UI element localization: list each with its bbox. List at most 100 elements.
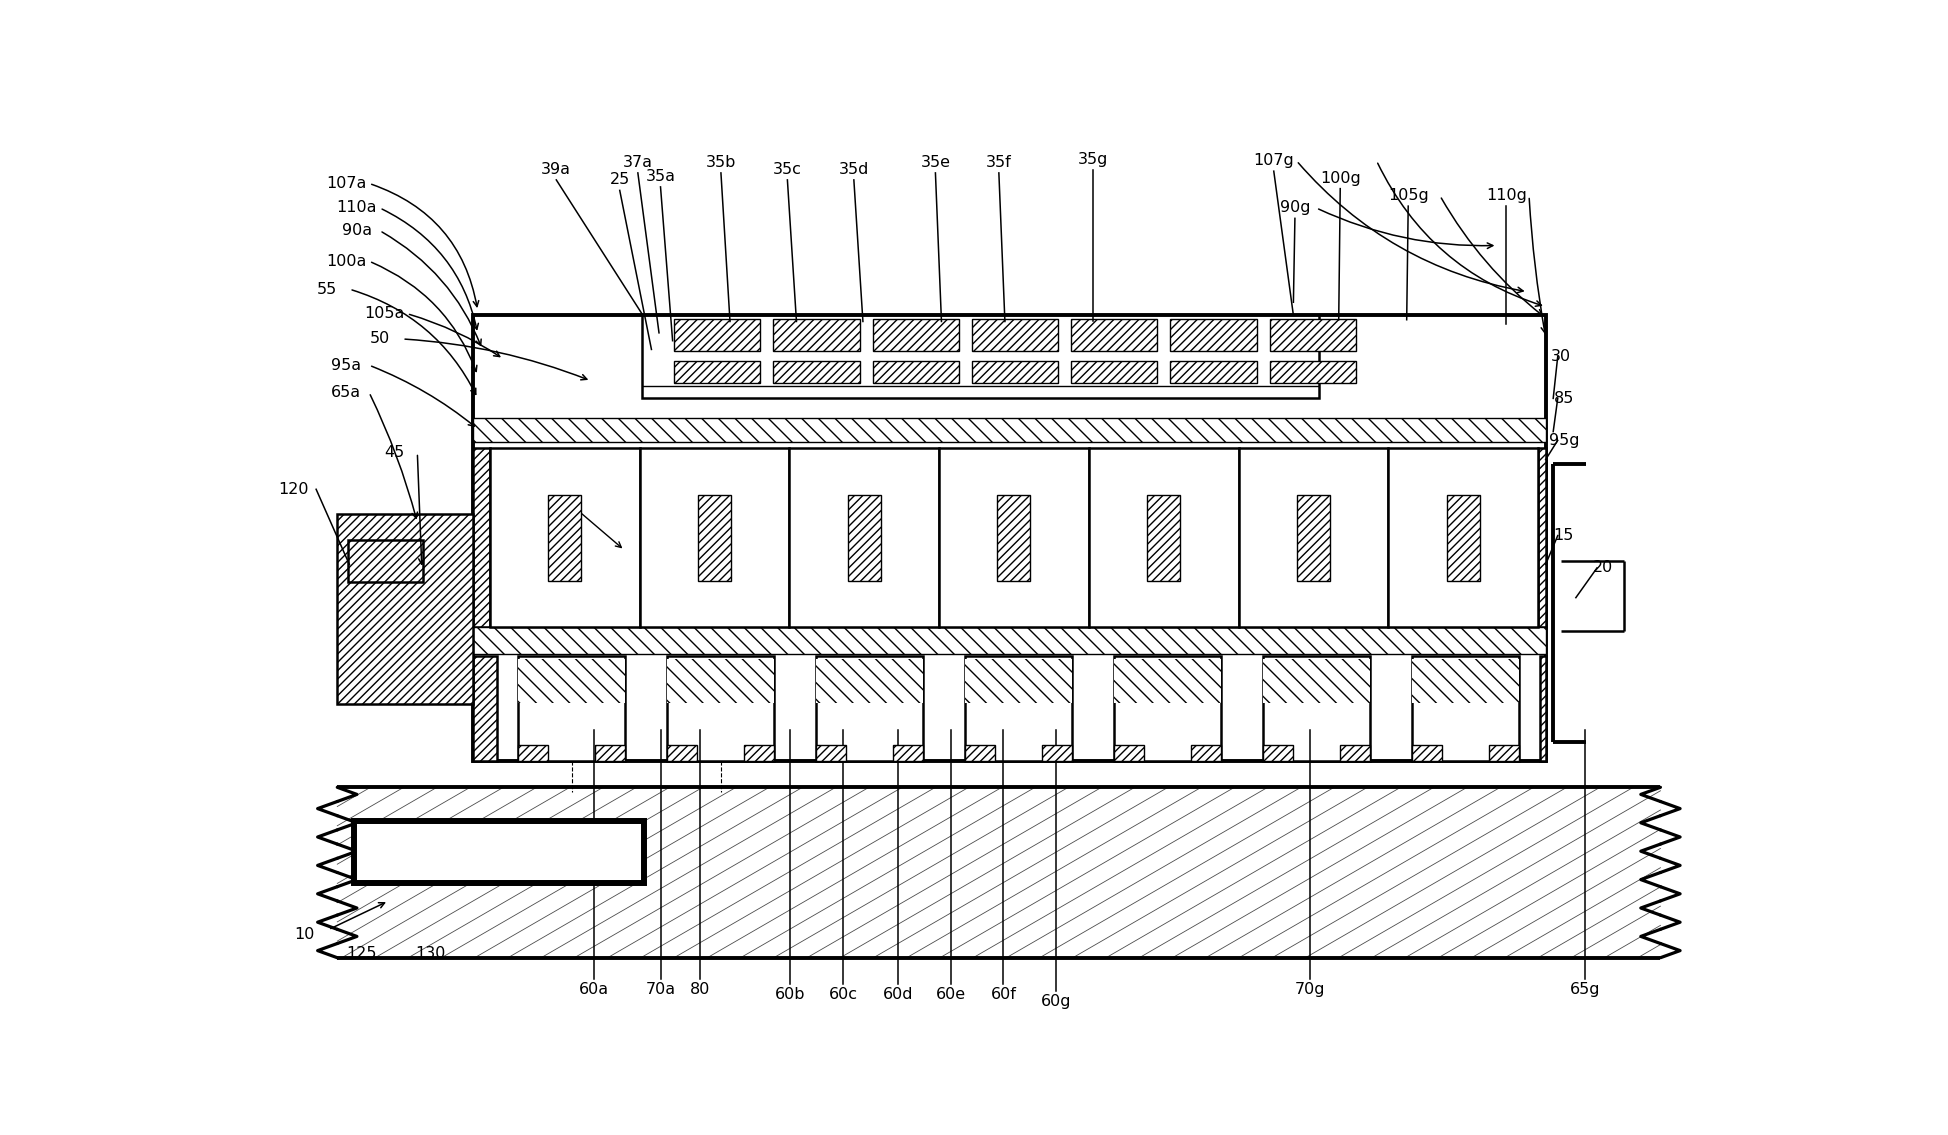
Text: 65a: 65a — [331, 385, 360, 400]
Text: 107g: 107g — [1253, 153, 1293, 168]
Text: 110g: 110g — [1484, 188, 1525, 203]
Bar — [337, 514, 473, 704]
Text: 60f: 60f — [990, 987, 1015, 1002]
Bar — [816, 746, 845, 762]
Text: 90g: 90g — [1280, 201, 1309, 216]
Bar — [1445, 495, 1479, 581]
Bar — [1262, 659, 1369, 704]
Bar — [1171, 319, 1256, 351]
Bar — [1042, 746, 1071, 762]
Bar — [1410, 659, 1517, 704]
Bar — [1071, 319, 1157, 351]
Bar — [744, 746, 773, 762]
Text: 107a: 107a — [325, 176, 366, 191]
Bar — [1147, 495, 1180, 581]
Bar — [1147, 495, 1180, 581]
Bar — [473, 628, 1545, 654]
Bar — [997, 495, 1030, 581]
Bar — [1488, 746, 1517, 762]
Bar — [1262, 659, 1369, 704]
Text: 35e: 35e — [919, 154, 951, 170]
Bar — [1071, 319, 1157, 351]
Text: 105a: 105a — [364, 306, 403, 321]
Bar — [666, 746, 697, 762]
Text: 60g: 60g — [1040, 994, 1071, 1009]
Bar — [347, 540, 423, 582]
Bar — [1539, 656, 1545, 762]
Bar — [997, 495, 1030, 581]
Bar — [1295, 495, 1329, 581]
Bar — [666, 659, 773, 704]
Text: 70a: 70a — [645, 982, 676, 997]
Bar — [1239, 448, 1387, 628]
Bar — [972, 319, 1058, 351]
Text: 20: 20 — [1592, 561, 1613, 575]
Bar — [473, 418, 1545, 442]
Bar — [547, 495, 581, 581]
Text: 50: 50 — [370, 331, 390, 346]
Text: 60a: 60a — [579, 982, 610, 997]
Bar — [847, 495, 880, 581]
Text: 130: 130 — [415, 945, 446, 961]
Bar — [697, 495, 730, 581]
Bar — [972, 361, 1058, 382]
Bar — [666, 656, 773, 762]
Bar — [892, 746, 923, 762]
Bar — [1410, 659, 1517, 704]
Bar — [873, 361, 958, 382]
Bar — [674, 361, 760, 382]
Bar — [1190, 746, 1219, 762]
Bar — [547, 495, 581, 581]
Text: 60e: 60e — [935, 987, 964, 1002]
Bar — [1268, 319, 1356, 351]
Text: 35f: 35f — [986, 154, 1011, 170]
Text: 65g: 65g — [1568, 982, 1599, 997]
Bar — [1089, 448, 1239, 628]
Text: 30: 30 — [1551, 348, 1570, 364]
Bar — [697, 495, 730, 581]
Bar — [1387, 448, 1537, 628]
Text: 35g: 35g — [1077, 152, 1106, 167]
Bar — [1410, 746, 1442, 762]
Bar — [816, 659, 923, 704]
Bar — [337, 514, 473, 704]
Bar — [1171, 361, 1256, 382]
Bar — [964, 659, 1071, 704]
Text: 10: 10 — [294, 926, 314, 942]
Bar — [1190, 746, 1219, 762]
Bar — [666, 746, 697, 762]
Bar — [816, 656, 923, 762]
Text: 100a: 100a — [325, 254, 366, 269]
Bar — [1262, 746, 1292, 762]
Text: 105g: 105g — [1387, 188, 1428, 203]
Text: 37a: 37a — [623, 154, 653, 170]
Bar — [473, 448, 489, 628]
Bar — [1268, 319, 1356, 351]
Bar — [773, 319, 859, 351]
Bar — [1171, 319, 1256, 351]
Text: 85: 85 — [1553, 390, 1574, 406]
Bar — [1338, 746, 1369, 762]
Bar — [773, 361, 859, 382]
Bar — [473, 628, 1545, 654]
Text: 15: 15 — [1553, 528, 1574, 543]
Bar — [1112, 746, 1143, 762]
Bar — [355, 821, 643, 883]
Text: 60c: 60c — [828, 987, 857, 1002]
Text: 35d: 35d — [838, 162, 869, 177]
Bar — [1410, 656, 1517, 762]
Bar — [489, 448, 639, 628]
Text: 55: 55 — [316, 281, 337, 296]
Bar — [473, 418, 1545, 442]
Text: 95g: 95g — [1549, 432, 1578, 448]
Bar — [518, 746, 547, 762]
Bar — [473, 656, 497, 762]
Text: 95a: 95a — [331, 358, 360, 372]
Bar — [1268, 361, 1356, 382]
Bar — [1262, 656, 1369, 762]
Text: 45: 45 — [384, 445, 405, 460]
Bar — [674, 361, 760, 382]
Bar — [873, 319, 958, 351]
Bar — [473, 316, 1545, 762]
Text: 60d: 60d — [882, 987, 912, 1002]
